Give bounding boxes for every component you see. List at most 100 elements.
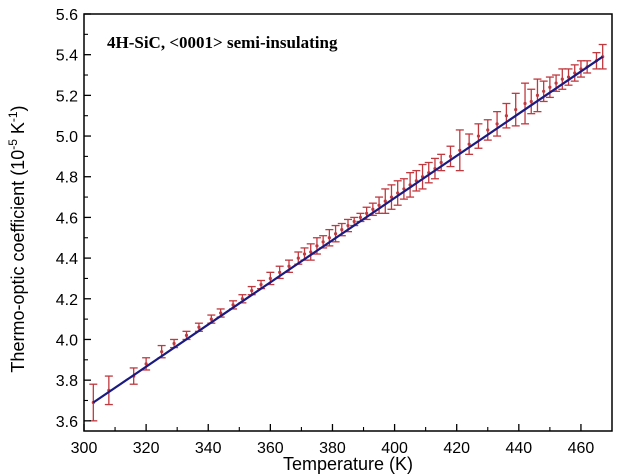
point-marker xyxy=(554,81,558,85)
x-tick-label: 440 xyxy=(505,440,532,457)
y-tick-label: 4.6 xyxy=(56,210,78,227)
point-marker xyxy=(542,89,546,93)
y-tick-label: 5.0 xyxy=(56,129,78,146)
point-marker xyxy=(172,341,176,346)
y-axis: 3.6 3.8 4.0 4.2 4.4 4.6 4.8 5.0 5.2 5.4 5.6 xyxy=(56,7,91,431)
x-tick-label: 400 xyxy=(381,440,408,457)
point-marker xyxy=(160,350,164,354)
point-marker xyxy=(352,219,356,224)
x-axis-title: Temperature (K) xyxy=(283,454,413,474)
x-tick-label: 300 xyxy=(71,440,98,457)
point-marker xyxy=(467,142,471,146)
x-tick-label: 360 xyxy=(257,440,284,457)
data-point xyxy=(474,123,483,149)
x-tick-label: 420 xyxy=(443,440,470,457)
data-point xyxy=(493,110,502,137)
data-point xyxy=(502,102,511,129)
point-marker xyxy=(486,128,490,132)
y-tick-label: 5.6 xyxy=(56,7,78,24)
point-marker xyxy=(231,303,235,307)
point-marker xyxy=(144,362,148,366)
y-tick-label: 3.6 xyxy=(56,414,78,431)
data-point xyxy=(533,78,542,113)
data-point xyxy=(483,119,492,141)
point-marker xyxy=(548,85,552,89)
point-marker xyxy=(287,264,291,268)
point-marker xyxy=(535,93,540,97)
data-point xyxy=(527,88,536,115)
point-marker xyxy=(219,311,223,315)
data-point xyxy=(306,243,315,261)
point-marker xyxy=(365,211,369,215)
data-point xyxy=(247,285,256,296)
point-marker xyxy=(504,114,508,118)
y-tick-label: 3.8 xyxy=(56,373,78,390)
plot-frame xyxy=(83,13,613,432)
point-marker xyxy=(250,289,254,293)
y-tick-label: 4.8 xyxy=(56,170,78,187)
point-marker xyxy=(402,187,406,191)
data-points xyxy=(89,43,607,422)
x-tick-label: 320 xyxy=(133,440,160,457)
data-point xyxy=(412,169,421,192)
point-marker xyxy=(514,108,518,112)
x-tick-label: 340 xyxy=(195,440,222,457)
data-point xyxy=(455,129,464,172)
point-marker xyxy=(296,256,300,260)
fit-line xyxy=(92,55,604,404)
point-marker xyxy=(439,160,443,165)
point-marker xyxy=(346,223,350,228)
point-marker xyxy=(371,207,375,211)
y-tick-label: 5.4 xyxy=(56,48,78,65)
data-point xyxy=(437,153,446,172)
point-marker xyxy=(209,317,213,321)
data-point xyxy=(465,133,474,156)
point-marker xyxy=(383,199,387,203)
point-marker xyxy=(560,77,564,81)
y-axis-title: Thermo-optic coefficient (10-5 K-1) xyxy=(6,105,28,372)
data-point xyxy=(170,338,179,349)
point-marker xyxy=(396,191,400,195)
point-marker xyxy=(358,215,363,220)
point-marker xyxy=(333,232,338,236)
point-marker xyxy=(278,270,282,274)
point-marker xyxy=(529,99,533,104)
data-point xyxy=(545,76,554,99)
point-marker xyxy=(448,154,453,158)
data-point xyxy=(418,163,427,190)
point-marker xyxy=(302,252,307,256)
point-marker xyxy=(566,75,571,79)
chart-annotation: 4H-SiC, <0001> semi-insulating xyxy=(107,33,338,52)
data-point xyxy=(381,188,390,214)
point-marker xyxy=(259,282,263,287)
point-marker xyxy=(523,101,527,106)
y-tick-label: 4.0 xyxy=(56,332,78,349)
point-marker xyxy=(476,134,481,138)
data-point xyxy=(399,178,408,200)
data-point xyxy=(521,82,530,125)
point-marker xyxy=(340,228,344,232)
point-marker xyxy=(268,276,272,281)
data-point xyxy=(104,375,113,406)
point-marker xyxy=(327,236,331,240)
point-marker xyxy=(573,71,577,75)
data-point xyxy=(564,68,573,86)
data-point xyxy=(446,145,455,168)
point-marker xyxy=(458,148,462,152)
x-axis: 300 320 340 360 380 400 420 440 460 xyxy=(71,424,595,457)
point-marker xyxy=(184,333,189,337)
data-point xyxy=(393,180,402,206)
point-marker xyxy=(309,250,313,254)
point-marker xyxy=(197,325,201,329)
point-marker xyxy=(389,195,394,199)
y-tick-label: 5.2 xyxy=(56,88,78,105)
data-point xyxy=(375,196,384,214)
y-tick-label: 4.2 xyxy=(56,292,78,309)
point-marker xyxy=(321,240,325,244)
data-point xyxy=(511,92,520,127)
data-point xyxy=(570,64,579,82)
point-marker xyxy=(377,203,381,207)
x-tick-label: 380 xyxy=(319,440,346,457)
x-tick-label: 460 xyxy=(568,440,595,457)
